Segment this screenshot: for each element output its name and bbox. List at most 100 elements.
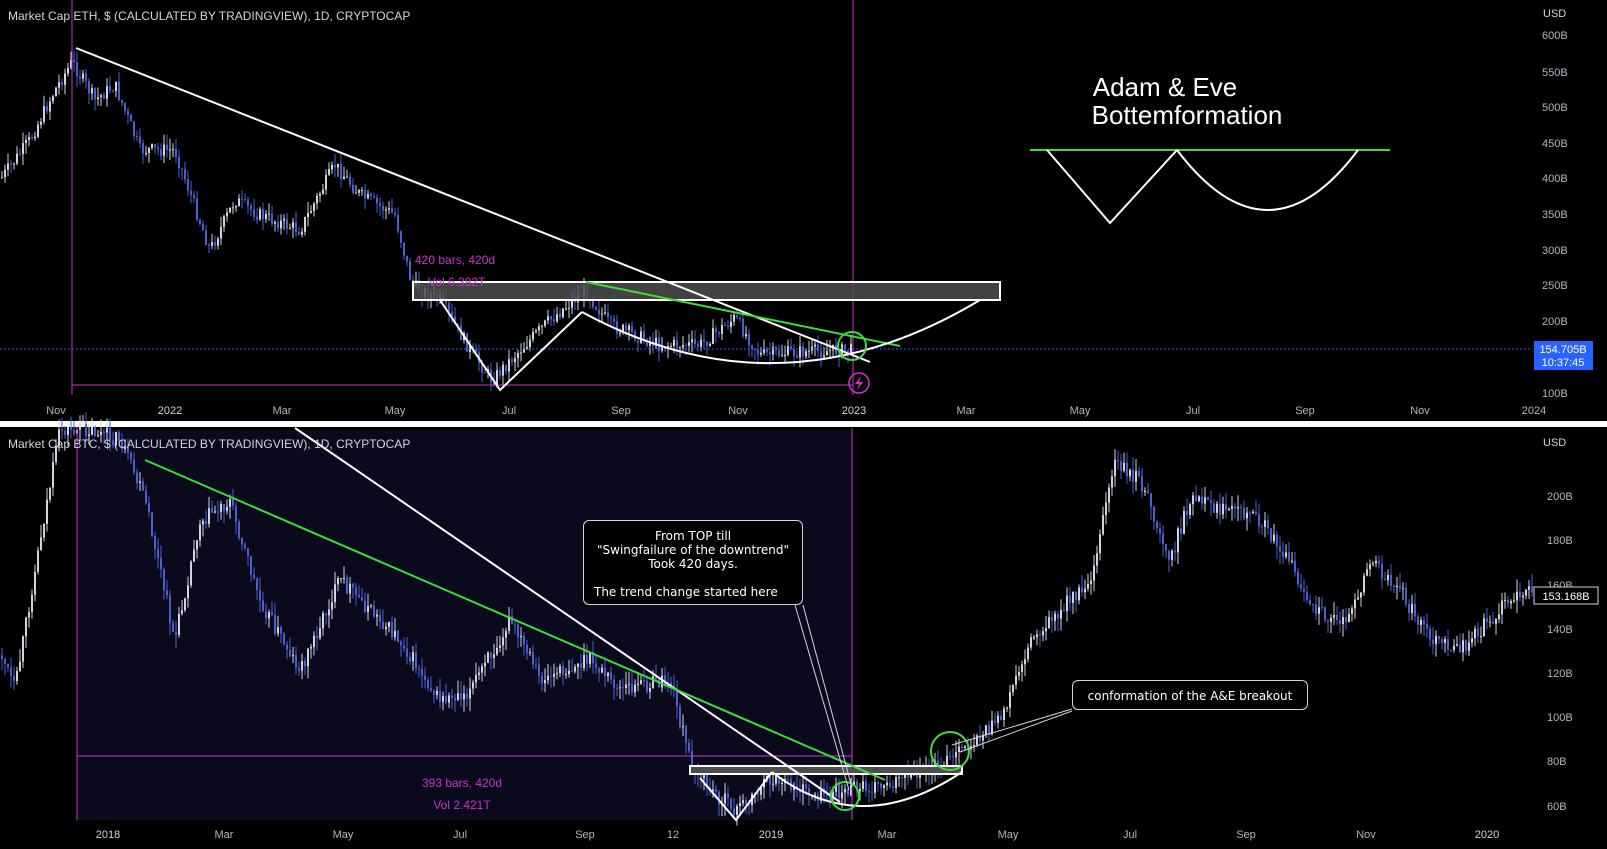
eth-candle-body [814, 344, 816, 347]
btc-candle-body [1489, 621, 1491, 623]
btc-candle-body [565, 674, 567, 676]
btc-candle-body [346, 577, 348, 594]
eth-candle-body [19, 153, 21, 155]
btc-candle-body [1492, 621, 1494, 624]
eth-candle-body [517, 353, 519, 359]
btc-candle-body [994, 720, 996, 723]
btc-candle-body [1300, 584, 1302, 589]
eth-candle-body [658, 337, 660, 351]
eth-candle-body [697, 343, 699, 347]
btc-candle-body [991, 720, 993, 735]
lightning-icon[interactable] [848, 372, 870, 394]
btc-candle-body [61, 429, 63, 431]
btc-x-tick: 2018 [96, 829, 120, 841]
eth-candle-body [694, 339, 696, 344]
btc-candle-body [274, 614, 276, 634]
eth-candle-body [799, 346, 801, 358]
btc-eve-curve [771, 771, 963, 807]
btc-title: Market Cap BTC, $ (CALCULATED BY TRADING… [8, 437, 410, 451]
btc-candle-body [118, 432, 120, 441]
btc-candle-body [205, 520, 207, 524]
btc-candle-body [184, 598, 186, 611]
btc-candle-body [604, 667, 606, 677]
eth-y-tick: 100B [1542, 388, 1568, 400]
eth-candle-body [700, 339, 702, 347]
btc-candle-body [655, 676, 657, 680]
btc-candle-body [139, 481, 141, 484]
eth-candle-body [199, 219, 201, 224]
btc-candle-body [193, 549, 195, 562]
btc-candle-body [1450, 649, 1452, 651]
btc-candle-body [1012, 684, 1014, 693]
btc-candle-body [43, 523, 45, 538]
btc-candle-body [511, 616, 513, 624]
eth-candle-body [286, 218, 288, 229]
btc-candle-body [1420, 620, 1422, 625]
btc-candle-body [1384, 578, 1386, 581]
btc-candle-body [553, 673, 555, 677]
eth-candle-body [646, 339, 648, 346]
btc-candle-body [478, 672, 480, 675]
eth-candle-body [655, 337, 657, 346]
btc-candle-body [1222, 503, 1224, 515]
btc-candles [1, 412, 1533, 826]
btc-candle-body [556, 673, 558, 675]
btc-x-tick: Sep [575, 829, 595, 841]
panel-separator[interactable] [0, 421, 1607, 427]
btc-candle-body [586, 655, 588, 664]
btc-candle-body [1210, 500, 1212, 504]
btc-candle-body [1093, 565, 1095, 581]
btc-green-trendline [144, 459, 886, 781]
btc-candle-body [1039, 634, 1041, 636]
btc-candle-body [1168, 550, 1170, 560]
btc-candle-body [451, 695, 453, 698]
btc-candle-body [1357, 597, 1359, 600]
btc-candle-body [307, 648, 309, 667]
btc-candle-body [865, 781, 867, 791]
btc-candle-body [727, 793, 729, 799]
eth-y-tick: 200B [1542, 316, 1568, 328]
btc-candle-body [181, 610, 183, 614]
eth-y-axis: 600B 550B 500B 450B 400B 350B 300B 250B 200B 100B [1542, 30, 1568, 400]
btc-candle-body [628, 683, 630, 685]
eth-candle-body [202, 223, 204, 231]
eth-candle-body [235, 206, 237, 208]
eth-x-tick: Nov [46, 405, 66, 417]
eth-candle-body [205, 230, 207, 246]
btc-candle-body [1414, 604, 1416, 617]
eth-candle-body [214, 242, 216, 246]
eth-candle-body [520, 352, 522, 354]
btc-candle-body [745, 800, 747, 805]
eth-candle-body [400, 231, 402, 243]
eth-candle-body [241, 198, 243, 200]
btc-candle-body [1126, 462, 1128, 477]
eth-candle-body [745, 333, 747, 337]
btc-candle-body [1213, 503, 1215, 513]
btc-candle-body [757, 793, 759, 795]
btc-candle-body [1153, 506, 1155, 522]
btc-candle-body [124, 446, 126, 450]
eth-candle-body [40, 121, 42, 125]
btc-candle-body [1087, 583, 1089, 589]
btc-candle-body [259, 590, 261, 601]
btc-candle-body [154, 535, 156, 549]
btc-candle-body [1192, 495, 1194, 505]
btc-candle-body [1468, 642, 1470, 651]
eth-candle-body [217, 238, 219, 246]
eth-candle-body [25, 140, 27, 144]
eth-candle-body [769, 352, 771, 355]
btc-candle-body [583, 655, 585, 668]
eth-x-tick: Mar [273, 405, 292, 417]
eth-x-tick: Sep [1295, 405, 1315, 417]
btc-candle-body [1504, 599, 1506, 601]
btc-candle-body [1117, 459, 1119, 462]
eth-candle-body [511, 359, 513, 363]
eth-candle-body [349, 176, 351, 185]
btc-candle-body [379, 614, 381, 622]
eth-candle-body [691, 339, 693, 343]
btc-breakout-circle [930, 731, 970, 771]
eth-candle-body [289, 227, 291, 229]
btc-candle-body [460, 693, 462, 700]
btc-candle-body [217, 511, 219, 513]
btc-measure-zone [77, 430, 852, 820]
